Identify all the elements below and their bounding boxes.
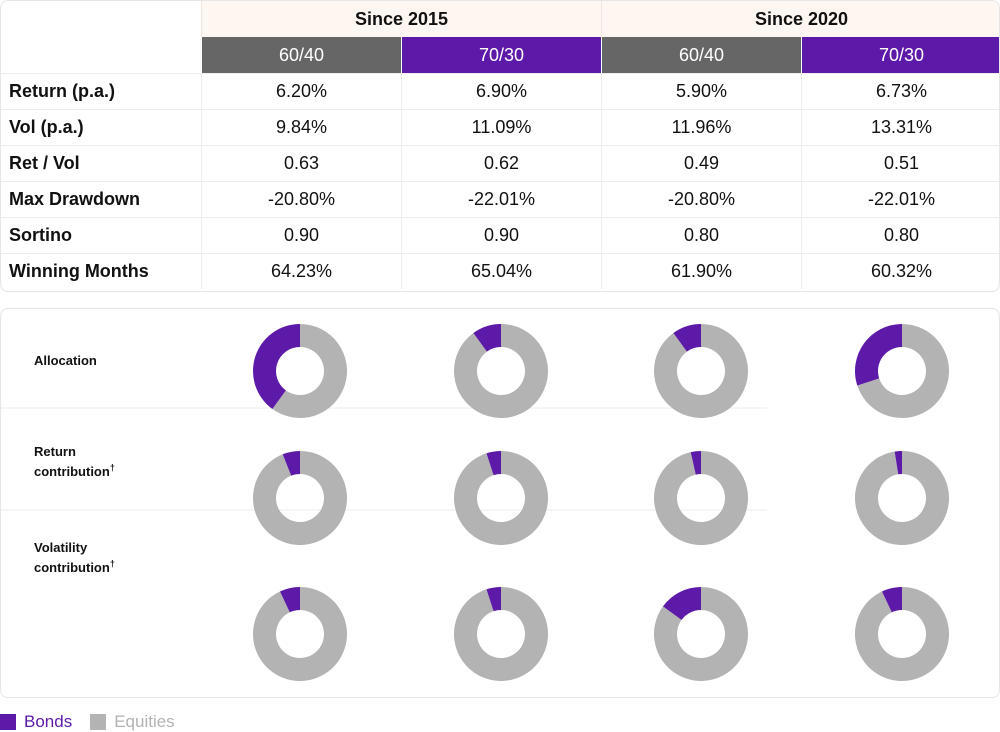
donut-slice-bonds <box>486 451 501 476</box>
donut-row-label: Allocation <box>34 351 97 371</box>
donut-slice-bonds <box>486 587 501 612</box>
metric-value: 0.62 <box>401 146 601 181</box>
metric-value: 0.80 <box>601 218 801 253</box>
donut-slice-bonds <box>881 587 902 613</box>
legend: Bonds Equities <box>0 711 193 732</box>
metric-value: 0.80 <box>801 218 999 253</box>
donut-slice-equities <box>253 451 348 545</box>
table-row: Ret / Vol 0.63 0.62 0.49 0.51 <box>1 145 999 181</box>
portfolio-header: 70/30 <box>801 37 999 73</box>
portfolio-header: 70/30 <box>401 37 601 73</box>
metric-value: 0.90 <box>201 218 401 253</box>
donut-group <box>253 324 949 681</box>
legend-item-bonds: Bonds <box>0 712 72 732</box>
metric-value: 6.73% <box>801 74 999 109</box>
donut-chart <box>1 324 949 681</box>
legend-swatch <box>0 714 16 730</box>
donut-row-label-line1: Return <box>34 444 76 459</box>
metric-value: -20.80% <box>601 182 801 217</box>
donut-row-label-line1: Volatility <box>34 540 88 555</box>
donut-slice-bonds <box>279 587 300 613</box>
donut-slice-equities <box>854 587 949 681</box>
donut-slice-equities <box>453 451 548 545</box>
donut-slice-equities <box>453 324 548 418</box>
metric-label: Sortino <box>9 225 72 245</box>
donut-slice-equities <box>453 587 548 681</box>
metric-value: 0.63 <box>201 146 401 181</box>
metric-value: 64.23% <box>201 254 401 289</box>
metric-value: 13.31% <box>801 110 999 145</box>
donut-row-label-line2: contribution <box>34 560 110 575</box>
period-header: Since 2015 <box>201 1 601 37</box>
donut-slice-bonds <box>690 451 701 475</box>
donut-slice-equities <box>653 324 749 418</box>
header-corner <box>1 1 201 37</box>
metric-value: -20.80% <box>201 182 401 217</box>
table-row: Vol (p.a.) 9.84% 11.09% 11.96% 13.31% <box>1 109 999 145</box>
donut-slice-equities <box>857 324 949 418</box>
donut-row-label-line2: contribution <box>34 464 110 479</box>
dagger-mark: † <box>109 558 115 569</box>
donut-row-label: Return contribution† <box>34 442 115 482</box>
metric-label: Vol (p.a.) <box>9 117 84 137</box>
metric-value: 9.84% <box>201 110 401 145</box>
metric-value: 0.49 <box>601 146 801 181</box>
donut-slice-equities <box>653 451 748 545</box>
table-row: Winning Months 64.23% 65.04% 61.90% 60.3… <box>1 253 999 289</box>
metric-value: 6.90% <box>401 74 601 109</box>
donut-slice-bonds <box>894 451 902 475</box>
legend-label: Bonds <box>24 712 73 731</box>
metric-value: -22.01% <box>401 182 601 217</box>
donut-slice-bonds <box>253 324 300 410</box>
donut-slice-bonds <box>673 324 701 352</box>
portfolio-header-row: 60/40 70/30 60/40 70/30 <box>1 37 999 73</box>
metric-value: 5.90% <box>601 74 801 109</box>
legend-swatch <box>90 714 107 730</box>
metric-label: Return (p.a.) <box>9 81 115 101</box>
metric-value: 65.04% <box>401 254 601 289</box>
donut-slice-equities <box>653 587 748 681</box>
period-header-row: Since 2015 Since 2020 <box>1 1 999 37</box>
legend-label: Equities <box>114 712 175 731</box>
subheader-corner <box>1 37 201 73</box>
donut-slice-bonds <box>662 587 701 620</box>
table-row: Return (p.a.) 6.20% 6.90% 5.90% 6.73% <box>1 73 999 109</box>
metric-value: 61.90% <box>601 254 801 289</box>
metric-value: 6.20% <box>201 74 401 109</box>
metric-value: 0.90 <box>401 218 601 253</box>
donut-slice-equities <box>854 451 949 545</box>
donut-slice-bonds <box>282 451 300 476</box>
metrics-table: Since 2015 Since 2020 60/40 70/30 60/40 … <box>0 0 1000 292</box>
metric-value: 11.09% <box>401 110 601 145</box>
dagger-mark: † <box>109 462 115 473</box>
metric-value: 0.51 <box>801 146 999 181</box>
portfolio-header: 60/40 <box>601 37 801 73</box>
table-row: Max Drawdown -20.80% -22.01% -20.80% -22… <box>1 181 999 217</box>
period-header: Since 2020 <box>601 1 999 37</box>
legend-item-equities: Equities <box>90 712 175 732</box>
donut-chart-panel: Allocation Return contribution† Volatili… <box>0 308 1000 698</box>
metric-value: -22.01% <box>801 182 999 217</box>
portfolio-header: 60/40 <box>201 37 401 73</box>
donut-row-label: Volatility contribution† <box>34 538 115 578</box>
table-row: Sortino 0.90 0.90 0.80 0.80 <box>1 217 999 253</box>
donut-row-label-text: Allocation <box>34 353 97 368</box>
metric-value: 60.32% <box>801 254 999 289</box>
donut-slice-equities <box>272 324 347 418</box>
donut-slice-bonds <box>473 324 501 352</box>
donut-slice-equities <box>253 587 347 681</box>
donut-slice-bonds <box>854 324 902 386</box>
metric-label: Winning Months <box>9 261 149 281</box>
metric-value: 11.96% <box>601 110 801 145</box>
metric-label: Ret / Vol <box>9 153 80 173</box>
metric-label: Max Drawdown <box>9 189 141 209</box>
